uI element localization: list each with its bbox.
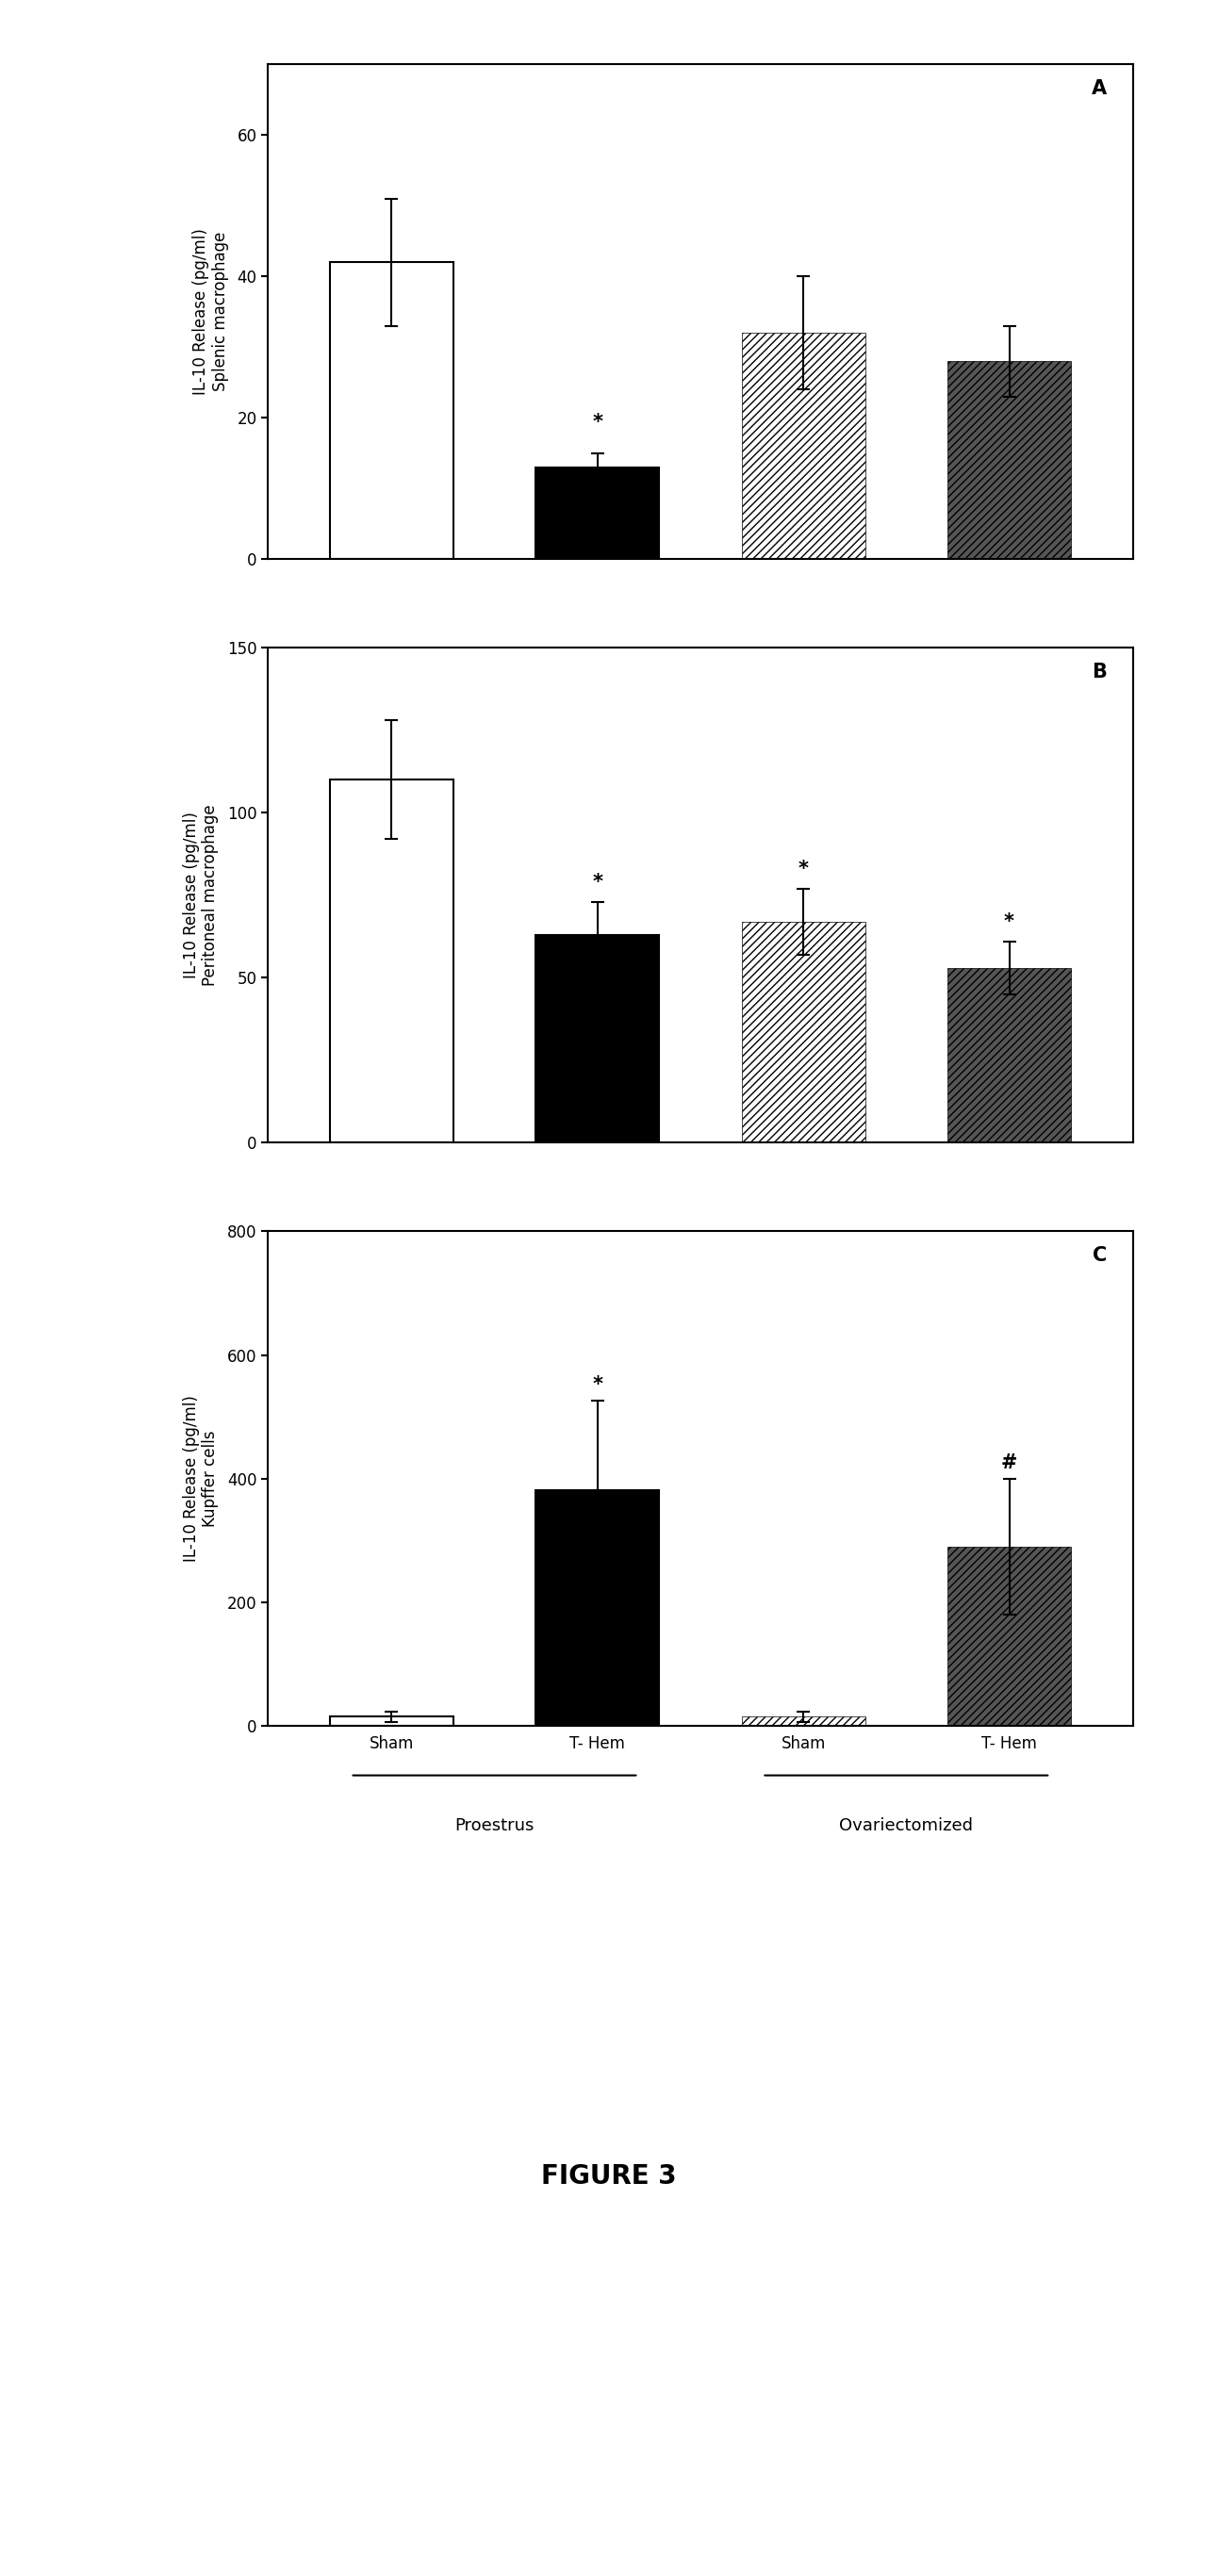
Bar [742, 332, 865, 559]
Y-axis label: IL-10 Release (pg/ml)
Splenic macrophage: IL-10 Release (pg/ml) Splenic macrophage [192, 229, 229, 394]
Text: Ovariectomized: Ovariectomized [839, 1819, 973, 1834]
Bar [330, 263, 453, 559]
Bar [948, 1546, 1071, 1726]
Bar [536, 1489, 659, 1726]
Text: *: * [592, 1376, 603, 1394]
Text: *: * [592, 412, 603, 433]
Text: Proestrus: Proestrus [454, 1819, 535, 1834]
Bar [330, 1716, 453, 1726]
Y-axis label: IL-10 Release (pg/ml)
Kupffer cells: IL-10 Release (pg/ml) Kupffer cells [183, 1396, 219, 1561]
Text: C: C [1093, 1247, 1107, 1265]
Text: *: * [592, 873, 603, 891]
Bar [536, 935, 659, 1141]
Text: FIGURE 3: FIGURE 3 [541, 2164, 677, 2190]
Bar [948, 969, 1071, 1141]
Text: *: * [798, 860, 809, 878]
Text: *: * [1004, 912, 1015, 933]
Bar [330, 781, 453, 1141]
Bar [948, 361, 1071, 559]
Text: A: A [1091, 80, 1107, 98]
Y-axis label: IL-10 Release (pg/ml)
Peritoneal macrophage: IL-10 Release (pg/ml) Peritoneal macroph… [183, 804, 219, 987]
Bar [742, 922, 865, 1141]
Text: #: # [1001, 1453, 1017, 1473]
Bar [536, 466, 659, 559]
Text: B: B [1091, 662, 1107, 683]
Bar [742, 1716, 865, 1726]
